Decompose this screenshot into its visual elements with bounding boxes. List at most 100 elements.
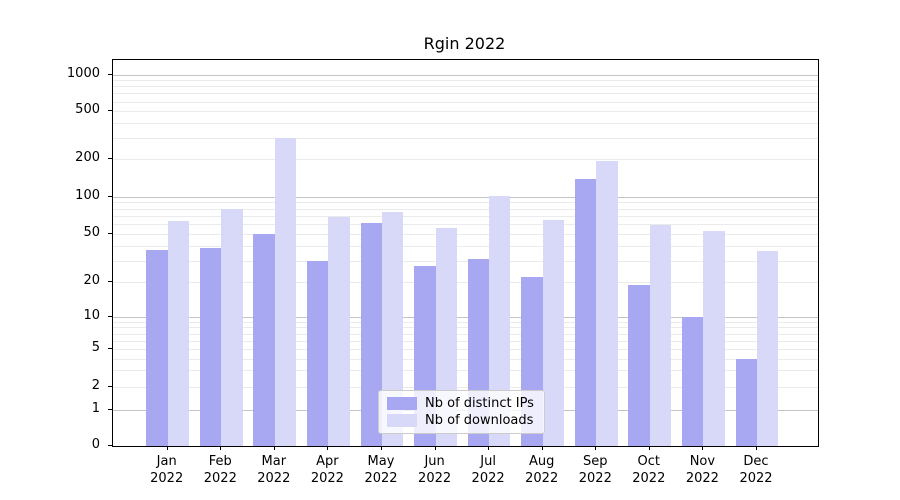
minor-gridline	[113, 202, 818, 204]
plot-area: Nb of distinct IPs Nb of downloads	[112, 59, 819, 447]
minor-gridline	[113, 358, 818, 360]
minor-gridline	[113, 159, 818, 161]
x-tick-mark	[166, 446, 168, 450]
minor-gridline	[113, 327, 818, 329]
y-tick-mark	[108, 281, 112, 283]
x-tick-label: Dec 2022	[724, 453, 788, 487]
x-tick-month: Feb	[208, 454, 232, 469]
y-tick-mark	[108, 195, 112, 197]
x-tick-mark	[595, 446, 597, 450]
legend: Nb of distinct IPs Nb of downloads	[378, 390, 545, 434]
bar-mar-distinct-ips	[253, 233, 275, 446]
x-tick-mark	[702, 446, 704, 450]
x-tick-label: Jul 2022	[456, 453, 520, 487]
x-tick-year: 2022	[150, 471, 184, 486]
y-tick-mark	[108, 386, 112, 387]
minor-gridline	[113, 321, 818, 323]
bar-apr-distinct-ips	[307, 260, 329, 446]
x-tick-label: Apr 2022	[295, 453, 359, 487]
y-tick-label: 200	[75, 150, 100, 166]
x-tick-month: Jan	[156, 454, 177, 469]
y-tick-mark	[108, 409, 112, 411]
x-tick-mark	[488, 446, 490, 450]
x-tick-label: Mar 2022	[242, 453, 306, 487]
x-tick-year: 2022	[739, 471, 773, 486]
y-tick-label: 10	[83, 308, 100, 323]
minor-gridline	[113, 80, 818, 82]
x-tick-mark	[648, 446, 650, 450]
legend-label: Nb of downloads	[425, 413, 534, 428]
minor-gridline	[113, 349, 818, 351]
minor-gridline	[113, 93, 818, 95]
x-tick-month: Nov	[689, 454, 716, 469]
x-tick-month: Oct	[637, 454, 661, 469]
bar-apr-downloads	[328, 216, 350, 446]
x-tick-year: 2022	[685, 471, 719, 486]
bar-feb-distinct-ips	[199, 248, 222, 446]
minor-gridline	[113, 340, 818, 342]
x-tick-year: 2022	[525, 471, 559, 486]
x-tick-year: 2022	[471, 471, 505, 486]
y-tick-mark	[108, 110, 112, 111]
x-tick-year: 2022	[310, 471, 344, 486]
y-tick-mark	[108, 158, 112, 160]
x-tick-label: Oct 2022	[617, 453, 681, 487]
minor-gridline	[113, 86, 818, 88]
x-tick-label: Sep 2022	[563, 453, 627, 487]
minor-gridline	[113, 233, 818, 235]
x-tick-label: Aug 2022	[510, 453, 574, 487]
minor-gridline	[113, 260, 818, 262]
minor-gridline	[113, 370, 818, 372]
legend-swatch-downloads	[387, 414, 417, 427]
x-tick-year: 2022	[578, 471, 612, 486]
legend-swatch-distinct-ips	[387, 397, 417, 410]
x-tick-mark	[541, 446, 543, 450]
minor-gridline	[113, 137, 818, 139]
bar-sep-downloads	[596, 160, 618, 446]
x-tick-month: Mar	[261, 454, 287, 469]
x-tick-label: Feb 2022	[188, 453, 252, 487]
x-tick-year: 2022	[418, 471, 452, 486]
major-gridline	[113, 317, 818, 318]
x-tick-year: 2022	[632, 471, 666, 486]
x-tick-year: 2022	[257, 471, 291, 486]
bar-nov-downloads	[703, 230, 725, 446]
x-tick-year: 2022	[203, 471, 237, 486]
legend-item-downloads: Nb of downloads	[387, 413, 534, 428]
x-tick-month: Dec	[743, 454, 769, 469]
minor-gridline	[113, 101, 818, 103]
minor-gridline	[113, 215, 818, 217]
legend-item-distinct-ips: Nb of distinct IPs	[387, 396, 534, 411]
minor-gridline	[113, 122, 818, 124]
minor-gridline	[113, 245, 818, 247]
y-tick-mark	[108, 444, 112, 446]
bar-feb-downloads	[221, 208, 243, 446]
x-tick-mark	[381, 446, 382, 450]
x-tick-label: Jan 2022	[135, 453, 199, 487]
bar-may-downloads	[382, 212, 404, 446]
x-tick-month: Sep	[583, 454, 608, 469]
x-tick-month: Apr	[316, 454, 339, 469]
y-tick-label: 20	[83, 273, 100, 289]
bar-dec-distinct-ips	[735, 358, 757, 446]
y-tick-label: 500	[75, 102, 100, 117]
chart-title: Rgin 2022	[423, 34, 506, 53]
x-tick-mark	[327, 446, 329, 450]
x-tick-mark	[434, 446, 436, 450]
x-tick-label: May 2022	[349, 453, 413, 487]
y-tick-mark	[108, 316, 112, 317]
bar-may-distinct-ips	[360, 223, 382, 446]
x-tick-year: 2022	[364, 471, 398, 486]
x-tick-label: Jun 2022	[403, 453, 467, 487]
minor-gridline	[113, 224, 818, 225]
minor-gridline	[113, 208, 818, 210]
bar-dec-downloads	[757, 251, 779, 446]
minor-gridline	[113, 333, 818, 335]
x-tick-mark	[220, 446, 222, 450]
bar-mar-downloads	[274, 137, 297, 446]
bar-jul-downloads	[489, 196, 511, 446]
x-tick-mark	[273, 446, 275, 450]
minor-gridline	[113, 387, 818, 388]
y-tick-label: 50	[83, 224, 100, 240]
